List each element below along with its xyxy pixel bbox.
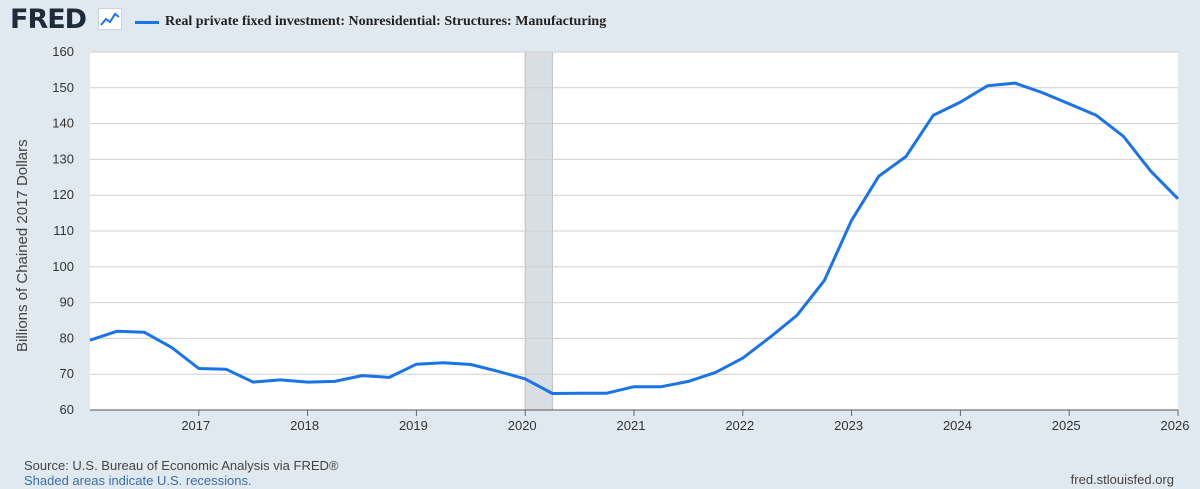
recession-note-link[interactable]: Shaded areas indicate U.S. recessions.	[24, 473, 252, 488]
legend-line-swatch	[135, 20, 159, 24]
y-tick-label: 120	[52, 187, 74, 202]
x-tick-label: 2020	[508, 418, 537, 433]
x-tick-label: 2019	[399, 418, 428, 433]
y-axis-label: Billions of Chained 2017 Dollars	[14, 139, 31, 352]
source-text: Source: U.S. Bureau of Economic Analysis…	[24, 458, 339, 473]
x-tick-label: 2024	[943, 418, 972, 433]
x-tick-label: 2021	[617, 418, 646, 433]
x-tick-label: 2026	[1161, 418, 1190, 433]
y-tick-label: 80	[60, 330, 74, 345]
x-tick-label: 2017	[181, 418, 210, 433]
y-tick-label: 140	[52, 116, 74, 131]
chart-line-icon	[98, 8, 122, 30]
x-tick-label: 2018	[290, 418, 319, 433]
x-tick-label: 2023	[834, 418, 863, 433]
y-tick-label: 130	[52, 151, 74, 166]
x-tick-label: 2022	[725, 418, 754, 433]
chart-legend: Real private fixed investment: Nonreside…	[135, 14, 606, 30]
y-tick-label: 90	[60, 295, 74, 310]
y-tick-label: 100	[52, 259, 74, 274]
x-tick-label: 2025	[1052, 418, 1081, 433]
y-tick-label: 60	[60, 402, 74, 417]
fred-logo[interactable]: FRED	[10, 4, 87, 35]
legend-label: Real private fixed investment: Nonreside…	[165, 14, 607, 29]
y-tick-label: 70	[60, 366, 74, 381]
y-tick-label: 160	[52, 44, 74, 59]
series-line	[89, 81, 1180, 395]
fred-url-link[interactable]: fred.stlouisfed.org	[1070, 472, 1174, 487]
y-tick-label: 110	[53, 223, 74, 238]
y-tick-label: 150	[52, 80, 74, 95]
